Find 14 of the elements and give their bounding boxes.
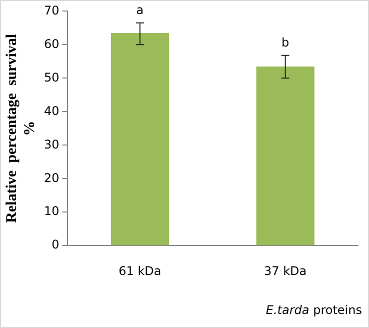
y-axis-title: Relative percentage survival % <box>4 34 38 223</box>
y-tick-label: 70 <box>44 3 60 18</box>
annotation: b <box>282 36 290 50</box>
annotation: a <box>136 3 144 18</box>
y-tick-label: 50 <box>44 70 60 84</box>
y-tick-label: 20 <box>44 170 60 185</box>
y-tick-label: 0 <box>52 238 60 252</box>
y-tick-label: 60 <box>44 36 60 51</box>
x-tick-label: 61 kDa <box>118 264 162 278</box>
x-tick-label: 37 kDa <box>264 264 307 278</box>
y-tick-label: 10 <box>44 204 60 218</box>
y-tick-label: 30 <box>44 137 60 152</box>
x-axis-title: E.tarda proteins <box>266 303 362 317</box>
y-tick-label: 40 <box>44 104 60 118</box>
